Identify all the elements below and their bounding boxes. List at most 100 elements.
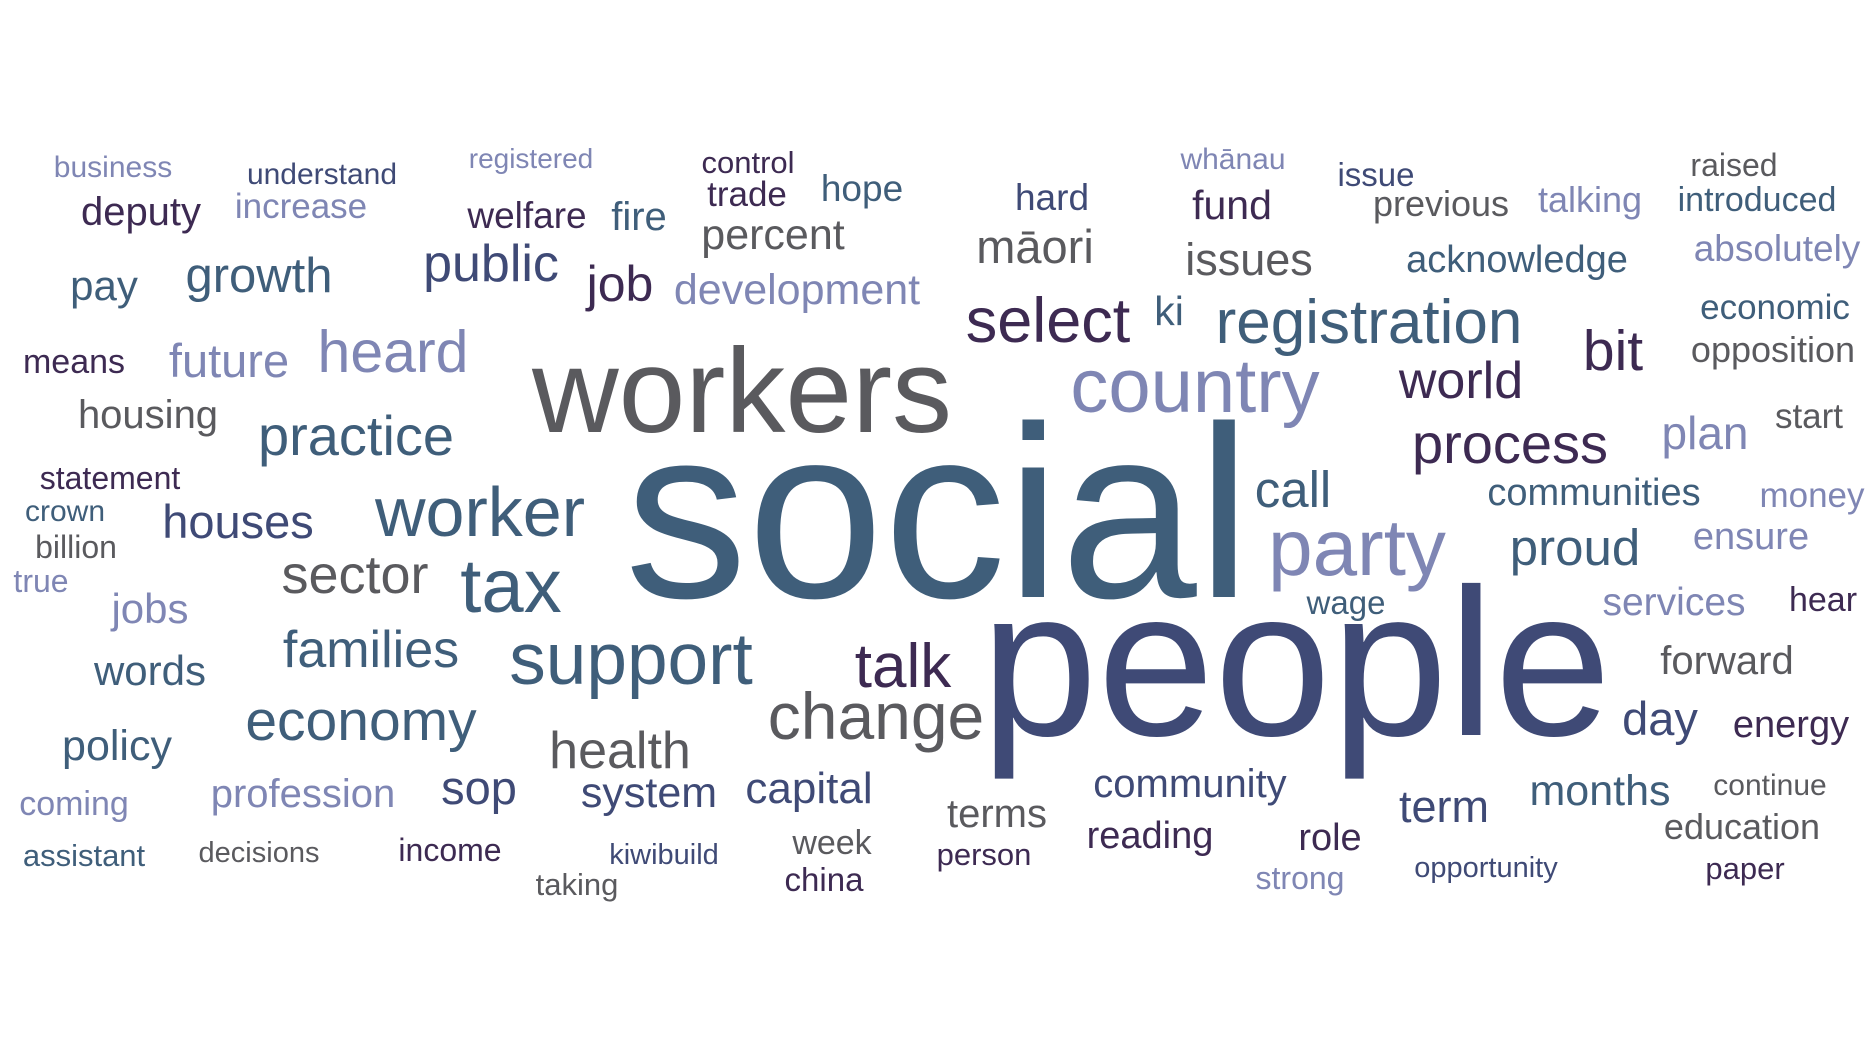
word-means: means bbox=[22, 343, 126, 382]
word-crown: crown bbox=[24, 494, 106, 528]
word-hope: hope bbox=[820, 167, 904, 209]
word-coming: coming bbox=[19, 785, 129, 824]
word-strong: strong bbox=[1255, 860, 1345, 897]
word-registration: registration bbox=[1215, 287, 1523, 357]
word-workers: workers bbox=[531, 324, 953, 459]
word-control: control bbox=[701, 144, 795, 180]
word-worker: worker bbox=[374, 472, 586, 551]
word-profession: profession bbox=[210, 771, 396, 816]
word-call: call bbox=[1254, 460, 1332, 518]
word-start: start bbox=[1774, 397, 1844, 437]
word-role: role bbox=[1298, 816, 1362, 859]
word-understand: understand bbox=[246, 157, 398, 191]
word-plan: plan bbox=[1661, 407, 1749, 460]
word-proud: proud bbox=[1509, 518, 1641, 576]
word-term: term bbox=[1399, 781, 1489, 833]
word-process: process bbox=[1411, 412, 1609, 476]
word-introduced: introduced bbox=[1677, 181, 1837, 220]
word-system: system bbox=[580, 769, 718, 818]
word-communities: communities bbox=[1487, 471, 1701, 514]
word-statement: statement bbox=[39, 460, 181, 497]
word-services: services bbox=[1602, 580, 1746, 624]
word-paper: paper bbox=[1705, 850, 1785, 886]
word-party: party bbox=[1268, 502, 1446, 592]
word-growth: growth bbox=[185, 248, 333, 303]
word-terms: terms bbox=[947, 791, 1047, 836]
word-true: true bbox=[13, 563, 69, 600]
word-fire: fire bbox=[611, 194, 667, 239]
word-economy: economy bbox=[245, 689, 477, 754]
word-māori: māori bbox=[976, 220, 1094, 274]
word-kiwibuild: kiwibuild bbox=[609, 838, 719, 871]
word-bit: bit bbox=[1582, 319, 1644, 384]
word-social: social bbox=[624, 375, 1252, 650]
word-houses: houses bbox=[162, 495, 314, 549]
word-income: income bbox=[398, 832, 502, 869]
word-money: money bbox=[1759, 476, 1865, 516]
word-week: week bbox=[792, 824, 872, 863]
word-sop: sop bbox=[441, 761, 517, 815]
word-fund: fund bbox=[1192, 181, 1272, 228]
word-opportunity: opportunity bbox=[1414, 851, 1558, 884]
word-increase: increase bbox=[234, 187, 368, 227]
word-issues: issues bbox=[1185, 234, 1313, 286]
word-future: future bbox=[168, 334, 290, 388]
word-percent: percent bbox=[701, 211, 845, 260]
word-ki: ki bbox=[1154, 287, 1184, 334]
word-pay: pay bbox=[70, 261, 138, 309]
word-job: job bbox=[586, 255, 654, 312]
word-public: public bbox=[423, 234, 559, 293]
word-whānau: whānau bbox=[1180, 142, 1286, 176]
word-select: select bbox=[965, 285, 1131, 356]
word-community: community bbox=[1093, 761, 1287, 806]
word-months: months bbox=[1529, 767, 1671, 816]
word-trade: trade bbox=[707, 175, 787, 215]
word-policy: policy bbox=[62, 722, 172, 771]
word-wage: wage bbox=[1306, 584, 1386, 622]
word-words: words bbox=[93, 646, 207, 694]
word-tax: tax bbox=[460, 544, 562, 630]
word-absolutely: absolutely bbox=[1693, 227, 1861, 269]
word-ensure: ensure bbox=[1692, 515, 1810, 558]
word-continue: continue bbox=[1713, 768, 1827, 802]
word-sector: sector bbox=[281, 545, 429, 606]
word-talking: talking bbox=[1537, 179, 1643, 221]
word-person: person bbox=[936, 836, 1032, 872]
word-jobs: jobs bbox=[111, 584, 189, 632]
word-forward: forward bbox=[1660, 638, 1794, 683]
word-economic: economic bbox=[1700, 288, 1850, 328]
word-business: business bbox=[53, 150, 173, 184]
word-development: development bbox=[673, 266, 921, 315]
word-acknowledge: acknowledge bbox=[1406, 238, 1628, 281]
word-taking: taking bbox=[535, 866, 619, 902]
word-china: china bbox=[784, 861, 864, 899]
word-assistant: assistant bbox=[22, 837, 146, 873]
word-housing: housing bbox=[77, 392, 219, 437]
word-talk: talk bbox=[854, 631, 952, 701]
word-education: education bbox=[1663, 806, 1821, 848]
word-previous: previous bbox=[1372, 183, 1510, 225]
word-energy: energy bbox=[1732, 703, 1850, 746]
word-change: change bbox=[767, 679, 985, 754]
word-country: country bbox=[1070, 344, 1320, 430]
word-raised: raised bbox=[1690, 147, 1778, 184]
word-day: day bbox=[1622, 692, 1698, 746]
word-hear: hear bbox=[1788, 581, 1858, 620]
word-deputy: deputy bbox=[80, 189, 202, 234]
word-billion: billion bbox=[35, 529, 117, 566]
word-support: support bbox=[509, 618, 753, 700]
word-registered: registered bbox=[468, 142, 594, 174]
word-people: people bbox=[980, 544, 1612, 780]
word-heard: heard bbox=[317, 318, 469, 385]
word-decisions: decisions bbox=[198, 836, 320, 869]
word-opposition: opposition bbox=[1690, 329, 1856, 371]
word-health: health bbox=[549, 721, 691, 780]
word-capital: capital bbox=[745, 764, 873, 814]
word-welfare: welfare bbox=[467, 194, 587, 236]
word-world: world bbox=[1398, 351, 1524, 410]
word-hard: hard bbox=[1014, 176, 1090, 218]
word-issue: issue bbox=[1337, 156, 1415, 194]
word-families: families bbox=[282, 620, 460, 679]
word-reading: reading bbox=[1086, 814, 1214, 857]
